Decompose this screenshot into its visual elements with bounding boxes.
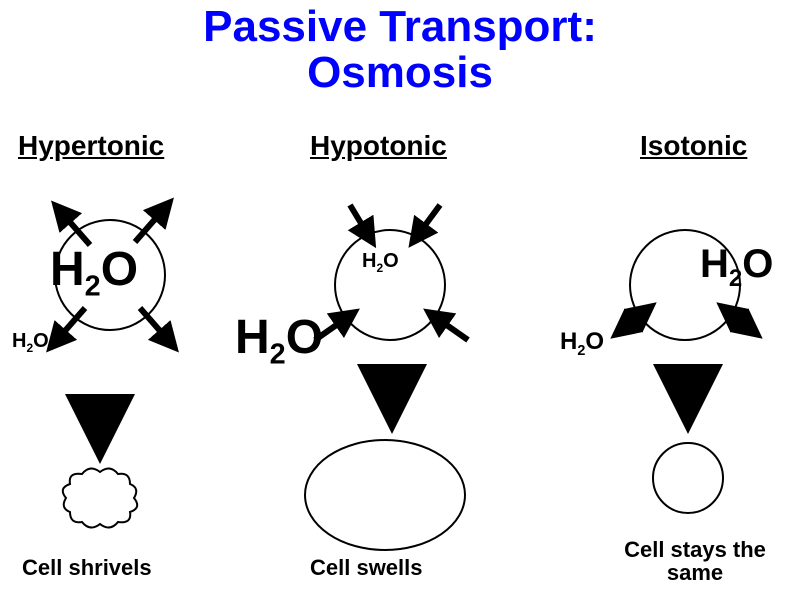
- h2o-hypotonic-big: H2O: [235, 310, 323, 372]
- page-title: Passive Transport: Osmosis: [0, 0, 800, 96]
- hypertonic-shrivel: [63, 468, 137, 527]
- header-hypotonic: Hypotonic: [310, 130, 447, 162]
- h2o-isotonic-left: H2O: [560, 328, 604, 359]
- header-hypertonic: Hypertonic: [18, 130, 164, 162]
- isotonic-result-cell: [653, 443, 723, 513]
- hypertonic-arrow-sw: [50, 308, 85, 348]
- hypertonic-arrow-nw: [55, 205, 90, 245]
- hypotonic-swell: [305, 440, 465, 550]
- header-isotonic: Isotonic: [640, 130, 747, 162]
- isotonic-arrow-right: [721, 306, 758, 335]
- h2o-hypotonic-inside: H2O: [362, 250, 399, 275]
- hypertonic-arrow-ne: [135, 202, 170, 242]
- hypotonic-arrow-nw: [350, 205, 373, 243]
- h2o-hypertonic-small: H2O: [12, 330, 49, 355]
- title-line-2: Osmosis: [307, 48, 493, 97]
- hypotonic-arrow-ne: [412, 205, 440, 243]
- isotonic-arrow-left: [615, 306, 652, 335]
- h2o-isotonic-right: H2O: [700, 242, 773, 293]
- h2o-hypertonic-main: H2O: [50, 242, 138, 304]
- title-line-1: Passive Transport:: [203, 2, 597, 51]
- caption-hypertonic: Cell shrivels: [22, 556, 152, 579]
- hypotonic-arrow-se: [428, 312, 468, 340]
- hypotonic-cell: [335, 230, 445, 340]
- caption-isotonic: Cell stays thesame: [610, 538, 780, 584]
- caption-hypotonic: Cell swells: [310, 556, 423, 579]
- hypertonic-arrow-se: [140, 308, 175, 348]
